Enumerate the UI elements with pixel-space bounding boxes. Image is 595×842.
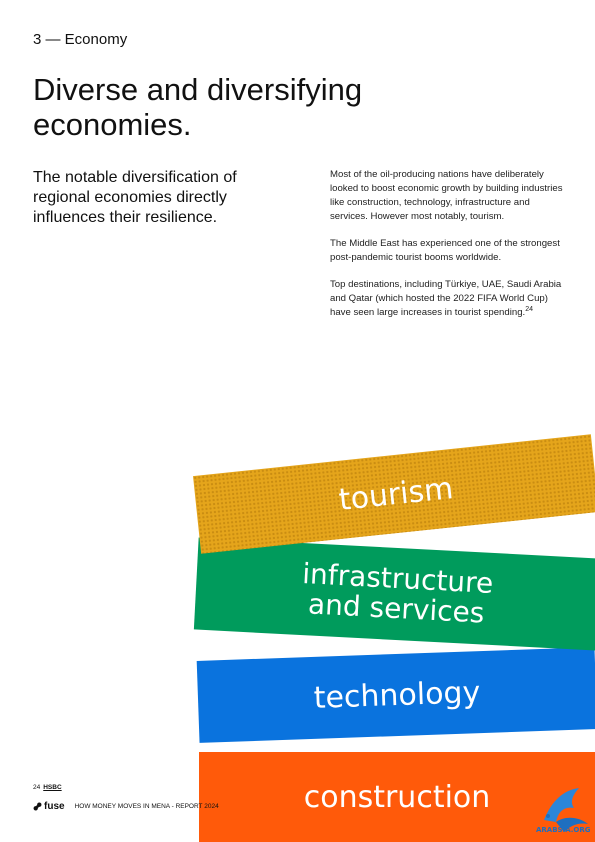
page-title: Diverse and diversifying economies. [33, 72, 363, 142]
partner-link[interactable]: HSBC [43, 784, 62, 791]
band-tourism: tourism [193, 434, 595, 554]
band-construction-label: construction [303, 779, 491, 815]
body-paragraph-3-text: Top destinations, including Türkiye, UAE… [330, 279, 562, 318]
page-number-line: 24 HSBC [33, 784, 62, 791]
fuse-logo-text: fuse [44, 801, 65, 812]
fuse-logo: fuse [33, 801, 65, 812]
fuse-logo-icon [33, 802, 42, 811]
section-label: 3 — Economy [33, 31, 128, 48]
page-number: 24 [33, 784, 41, 791]
band-construction: construction [199, 752, 595, 842]
report-title: HOW MONEY MOVES IN MENA - REPORT 2024 [74, 803, 219, 810]
watermark-bird-icon [544, 788, 588, 832]
band-technology: technology [196, 647, 595, 743]
band-infrastructure: infrastructure and services [193, 537, 595, 651]
body-paragraph-1: Most of the oil-producing nations have d… [330, 169, 563, 222]
footer: fuse HOW MONEY MOVES IN MENA - REPORT 20… [33, 801, 219, 812]
band-technology-label: technology [313, 674, 481, 716]
watermark-text: ARABSIA.ORG [536, 826, 591, 834]
band-tourism-label: tourism [337, 470, 455, 518]
band-infrastructure-label-2: and services [307, 587, 486, 630]
body-column: Most of the oil-producing nations have d… [330, 168, 570, 333]
body-paragraph-2: The Middle East has experienced one of t… [330, 238, 560, 263]
body-paragraph-3: Top destinations, including Türkiye, UAE… [330, 278, 570, 320]
footnote-ref: 24 [525, 306, 533, 313]
lede-text: The notable diversification of regional … [33, 169, 237, 226]
